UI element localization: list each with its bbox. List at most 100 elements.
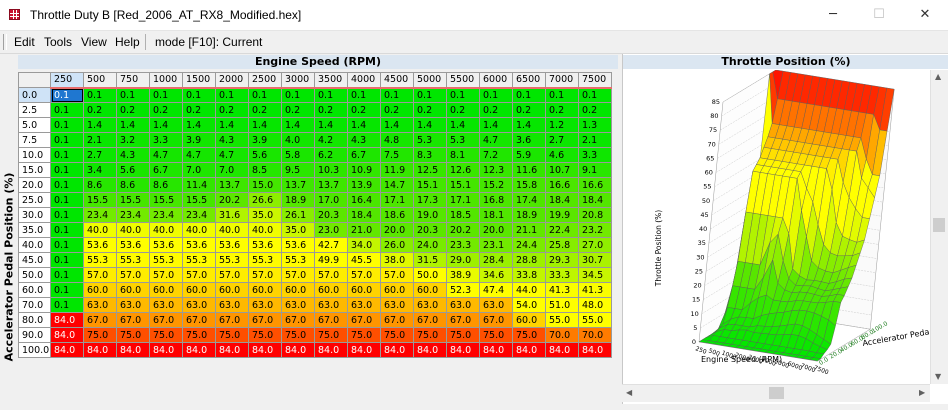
table-cell[interactable]: 47.4 <box>479 282 513 298</box>
table-cell[interactable]: 57.0 <box>347 267 381 283</box>
table-cell[interactable]: 0.2 <box>347 102 381 118</box>
table-cell[interactable]: 84.0 <box>215 342 249 358</box>
table-cell[interactable]: 23.4 <box>83 207 117 223</box>
table-cell[interactable]: 40.0 <box>116 222 150 238</box>
table-cell[interactable]: 57.0 <box>116 267 150 283</box>
table-cell[interactable]: 29.0 <box>446 252 480 268</box>
table-cell[interactable]: 55.3 <box>149 252 183 268</box>
table-cell[interactable]: 15.5 <box>116 192 150 208</box>
table-cell[interactable]: 18.4 <box>578 192 612 208</box>
table-cell[interactable]: 26.0 <box>380 237 414 253</box>
row-header[interactable]: 0.0 <box>18 87 51 103</box>
table-cell[interactable]: 53.6 <box>281 237 315 253</box>
column-header[interactable]: 6000 <box>479 72 513 89</box>
table-cell[interactable]: 0.1 <box>50 207 84 223</box>
table-cell[interactable]: 4.3 <box>116 147 150 163</box>
table-cell[interactable]: 12.5 <box>413 162 447 178</box>
table-cell[interactable]: 67.0 <box>116 312 150 328</box>
row-header[interactable]: 50.0 <box>18 267 51 283</box>
table-cell[interactable]: 4.8 <box>380 132 414 148</box>
table-cell[interactable]: 30.7 <box>578 252 612 268</box>
table-cell[interactable]: 0.1 <box>50 177 84 193</box>
table-cell[interactable]: 18.1 <box>479 207 513 223</box>
table-cell[interactable]: 3.9 <box>248 132 282 148</box>
row-header[interactable]: 30.0 <box>18 207 51 223</box>
table-cell[interactable]: 0.2 <box>281 102 315 118</box>
table-cell[interactable]: 75.0 <box>479 327 513 343</box>
table-cell[interactable]: 34.6 <box>479 267 513 283</box>
column-header[interactable]: 7000 <box>545 72 579 89</box>
table-cell[interactable]: 63.0 <box>446 297 480 313</box>
table-cell[interactable]: 2.7 <box>83 147 117 163</box>
table-cell[interactable]: 75.0 <box>248 327 282 343</box>
table-cell[interactable]: 0.1 <box>314 87 348 103</box>
table-cell[interactable]: 75.0 <box>83 327 117 343</box>
table-cell[interactable]: 0.1 <box>50 267 84 283</box>
table-cell[interactable]: 67.0 <box>281 312 315 328</box>
table-cell[interactable]: 0.1 <box>545 87 579 103</box>
table-cell[interactable]: 20.2 <box>446 222 480 238</box>
table-cell[interactable]: 0.1 <box>50 87 84 103</box>
table-cell[interactable]: 53.6 <box>83 237 117 253</box>
table-cell[interactable]: 4.3 <box>347 132 381 148</box>
table-cell[interactable]: 1.2 <box>545 117 579 133</box>
table-cell[interactable]: 63.0 <box>314 297 348 313</box>
table-cell[interactable]: 40.0 <box>215 222 249 238</box>
table-cell[interactable]: 23.3 <box>446 237 480 253</box>
table-cell[interactable]: 0.1 <box>50 252 84 268</box>
table-cell[interactable]: 67.0 <box>182 312 216 328</box>
row-header[interactable]: 80.0 <box>18 312 51 328</box>
table-cell[interactable]: 20.2 <box>215 192 249 208</box>
table-cell[interactable]: 57.0 <box>281 267 315 283</box>
column-header[interactable]: 1000 <box>149 72 183 89</box>
table-cell[interactable]: 27.0 <box>578 237 612 253</box>
table-cell[interactable]: 6.7 <box>149 162 183 178</box>
table-cell[interactable]: 63.0 <box>380 297 414 313</box>
table-cell[interactable]: 57.0 <box>83 267 117 283</box>
table-cell[interactable]: 8.5 <box>248 162 282 178</box>
table-cell[interactable]: 20.3 <box>314 207 348 223</box>
table-cell[interactable]: 70.0 <box>578 327 612 343</box>
table-cell[interactable]: 57.0 <box>182 267 216 283</box>
table-cell[interactable]: 67.0 <box>479 312 513 328</box>
table-cell[interactable]: 60.0 <box>116 282 150 298</box>
table-cell[interactable]: 67.0 <box>314 312 348 328</box>
row-header[interactable]: 35.0 <box>18 222 51 238</box>
table-cell[interactable]: 34.5 <box>578 267 612 283</box>
table-cell[interactable]: 57.0 <box>149 267 183 283</box>
table-cell[interactable]: 9.5 <box>281 162 315 178</box>
table-cell[interactable]: 60.0 <box>512 312 546 328</box>
table-cell[interactable]: 41.3 <box>545 282 579 298</box>
column-header[interactable]: 3500 <box>314 72 348 89</box>
table-cell[interactable]: 84.0 <box>83 342 117 358</box>
table-cell[interactable]: 13.7 <box>215 177 249 193</box>
table-cell[interactable]: 0.2 <box>578 102 612 118</box>
table-cell[interactable]: 49.9 <box>314 252 348 268</box>
horizontal-scrollbar[interactable]: ◀ ▶ <box>622 384 930 402</box>
table-cell[interactable]: 15.2 <box>479 177 513 193</box>
table-cell[interactable]: 4.3 <box>215 132 249 148</box>
table-cell[interactable]: 3.4 <box>83 162 117 178</box>
table-cell[interactable]: 0.2 <box>380 102 414 118</box>
table-cell[interactable]: 0.1 <box>50 237 84 253</box>
table-cell[interactable]: 19.9 <box>545 207 579 223</box>
table-cell[interactable]: 0.2 <box>413 102 447 118</box>
table-cell[interactable]: 1.4 <box>314 117 348 133</box>
table-cell[interactable]: 8.6 <box>116 177 150 193</box>
table-cell[interactable]: 0.2 <box>545 102 579 118</box>
table-cell[interactable]: 0.1 <box>248 87 282 103</box>
table-cell[interactable]: 0.1 <box>380 87 414 103</box>
table-cell[interactable]: 11.4 <box>182 177 216 193</box>
table-cell[interactable]: 63.0 <box>149 297 183 313</box>
close-button[interactable]: ✕ <box>919 7 931 22</box>
table-cell[interactable]: 84.0 <box>578 342 612 358</box>
scroll-down-icon[interactable]: ▼ <box>935 372 942 381</box>
table-cell[interactable]: 57.0 <box>215 267 249 283</box>
column-header[interactable]: 4500 <box>380 72 414 89</box>
table-cell[interactable]: 57.0 <box>248 267 282 283</box>
row-header[interactable]: 20.0 <box>18 177 51 193</box>
table-cell[interactable]: 67.0 <box>446 312 480 328</box>
column-header[interactable]: 500 <box>83 72 117 89</box>
table-cell[interactable]: 7.0 <box>182 162 216 178</box>
table-cell[interactable]: 60.0 <box>149 282 183 298</box>
